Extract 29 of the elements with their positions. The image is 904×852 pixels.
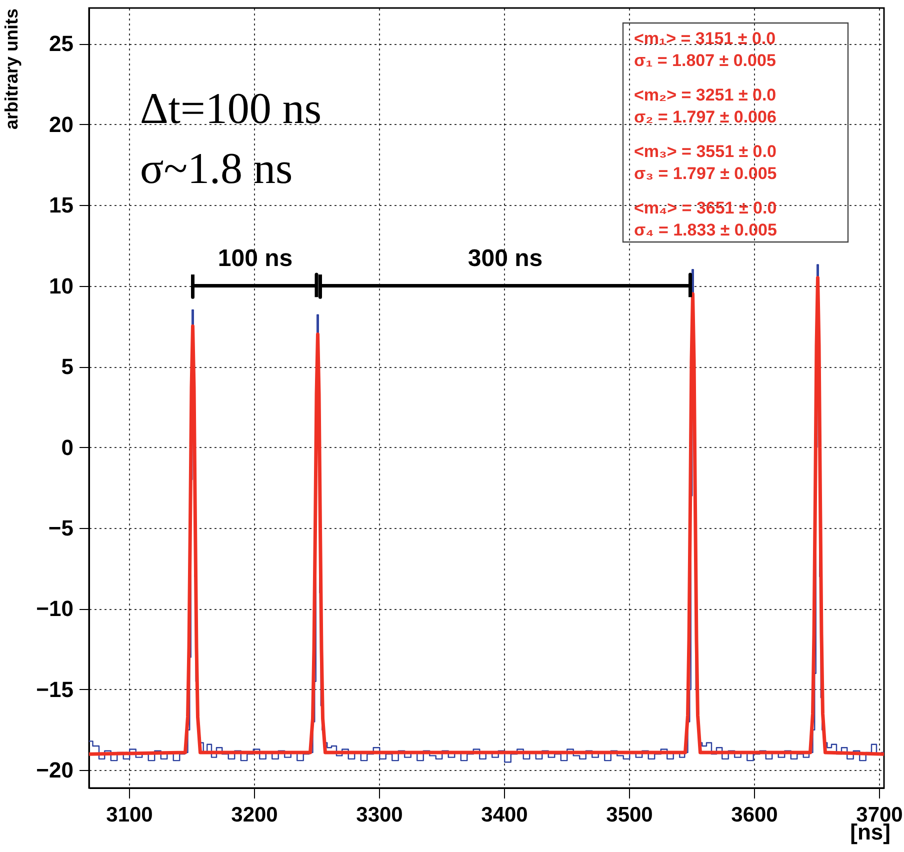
annotation: σ₁ = 1.807 ± 0.005 bbox=[634, 51, 776, 70]
x-tick-label: 3300 bbox=[356, 804, 403, 826]
y-tick-label: 20 bbox=[49, 112, 74, 137]
y-tick-label: 25 bbox=[49, 31, 74, 56]
y-tick-label: −10 bbox=[36, 596, 74, 622]
y-tick-label: −20 bbox=[36, 758, 74, 783]
y-tick-label: 15 bbox=[49, 192, 74, 218]
annotation: <m₂> = 3251 ± 0.0 bbox=[634, 86, 776, 104]
x-tick-label: 3100 bbox=[106, 804, 153, 826]
y-tick-label: −5 bbox=[48, 516, 74, 540]
x-tick-label: 3500 bbox=[606, 804, 653, 826]
annotation: σ₄ = 1.833 ± 0.005 bbox=[634, 220, 777, 240]
x-tick-label: 3200 bbox=[231, 804, 278, 826]
y-tick-label: 10 bbox=[49, 273, 74, 298]
annotation: σ₃ = 1.797 ± 0.005 bbox=[634, 164, 777, 183]
annotation: <m₄> = 3651 ± 0.0 bbox=[634, 198, 777, 218]
x-tick-label: 3400 bbox=[481, 804, 528, 826]
y-axis-title: arbitrary units bbox=[2, 8, 22, 130]
annotation: 300 ns bbox=[468, 244, 543, 272]
y-tick-label: 5 bbox=[61, 354, 74, 380]
x-tick-label: 3600 bbox=[731, 804, 778, 826]
annotation: 100 ns bbox=[218, 244, 293, 272]
annotation: σ~1.8 ns bbox=[140, 144, 293, 193]
annotation: σ₂ = 1.797 ± 0.006 bbox=[634, 108, 776, 126]
annotation: Δt=100 ns bbox=[140, 84, 322, 133]
y-tick-label: 0 bbox=[61, 434, 74, 460]
annotation: <m₃> = 3551 ± 0.0 bbox=[634, 142, 776, 161]
annotation: <m₁> = 3151 ± 0.0 bbox=[634, 29, 776, 48]
y-tick-label: −15 bbox=[36, 676, 74, 702]
